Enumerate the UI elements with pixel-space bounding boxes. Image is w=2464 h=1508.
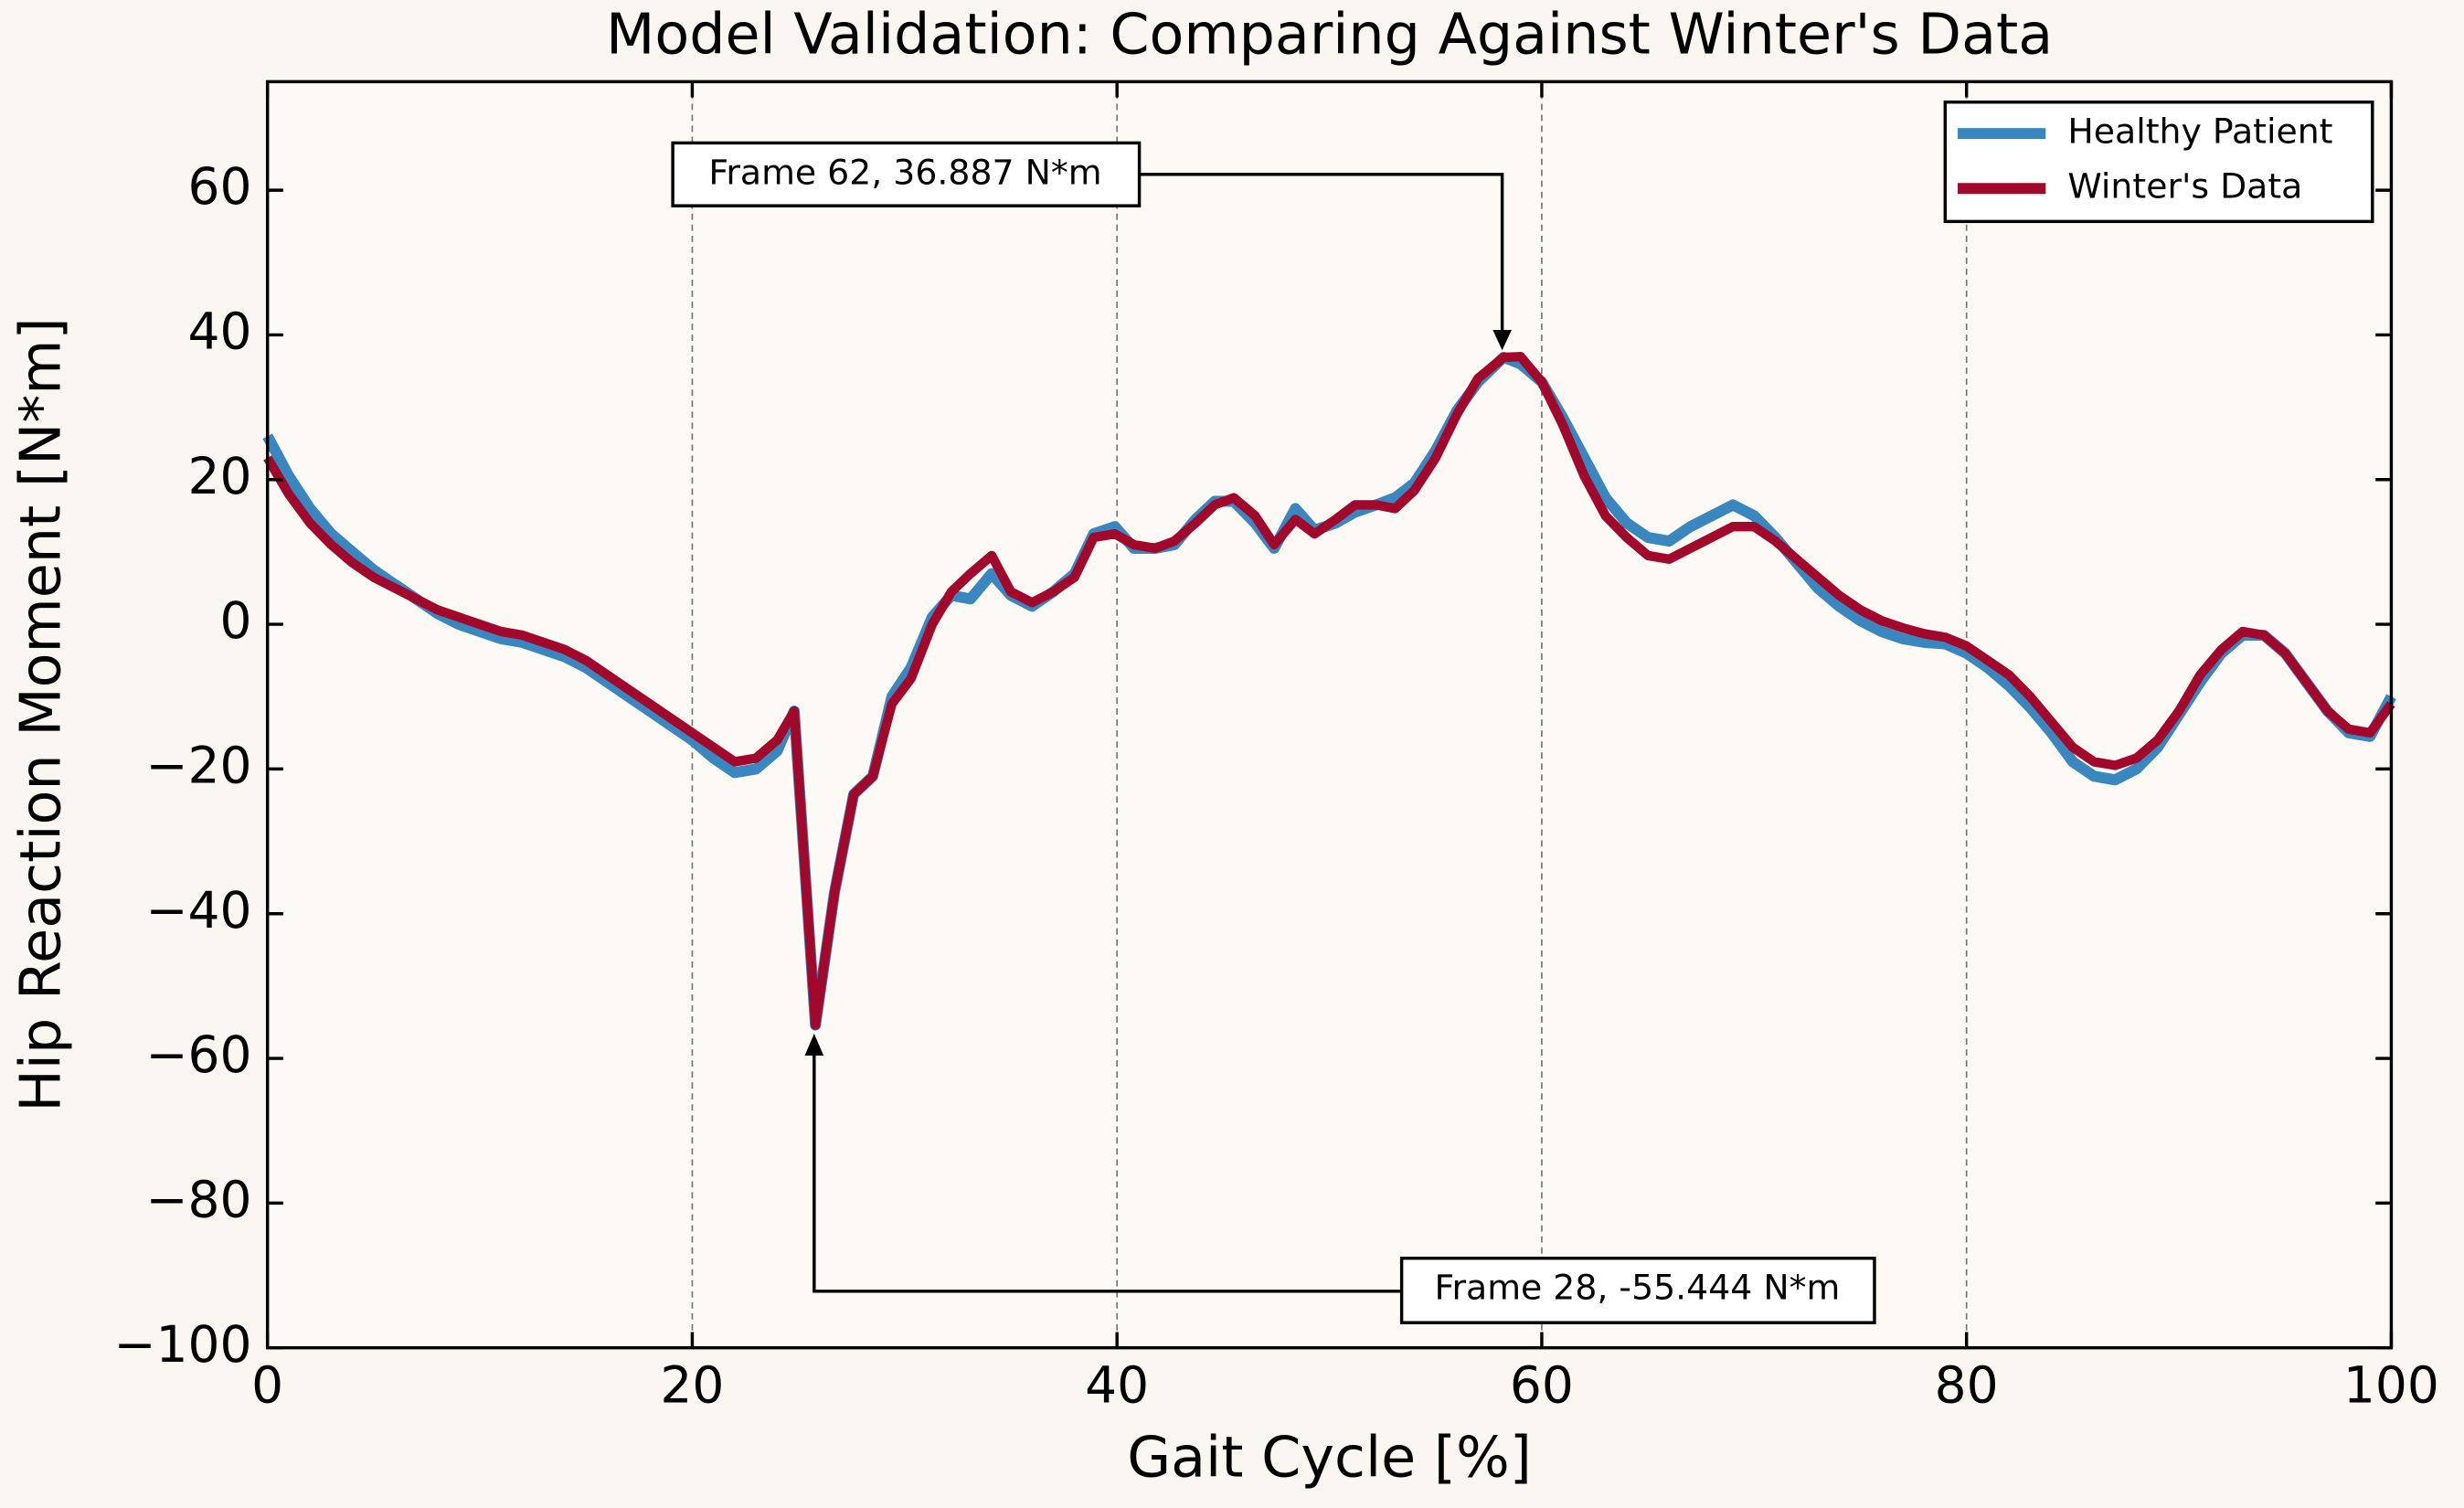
y-tick-label: 40: [187, 303, 251, 361]
plot-frame: [265, 80, 2394, 1350]
plot-area: [267, 81, 2392, 1348]
annotation-arrowhead: [804, 1033, 824, 1056]
x-tick-label: 80: [1935, 1356, 1999, 1415]
y-tick-label: −20: [145, 737, 251, 795]
x-tick-label: 20: [660, 1356, 724, 1415]
y-tick-label: −60: [145, 1025, 251, 1084]
x-tick-label: 100: [2343, 1356, 2439, 1415]
annotation-arrowhead: [1492, 329, 1512, 351]
lines: [262, 351, 2396, 1031]
grid: [691, 81, 1968, 1348]
legend-label: Winter's Data: [2067, 166, 2302, 207]
annotation-box: [671, 141, 1142, 207]
annotation-text: Frame 28, -55.444 N*m: [1435, 1268, 1841, 1308]
y-tick-label: −40: [145, 881, 251, 940]
y-tick-label: 0: [219, 591, 251, 650]
legend-box: [1943, 101, 2374, 224]
legend: Healthy Patient Winter's Data: [1943, 101, 2374, 224]
x-axis-label: Gait Cycle [%]: [1127, 1425, 1532, 1491]
legend-label: Healthy Patient: [2067, 112, 2332, 152]
y-tick-label: −80: [145, 1171, 251, 1229]
annotation-arrow: [812, 1052, 1402, 1293]
data-line: [263, 352, 2395, 1030]
ticks: 0 20 40 60 80 100 −100 −80 −60 −40 −20 0 20 40 60: [113, 81, 2439, 1415]
chart-title: Model Validation: Comparing Against Wint…: [606, 1, 2053, 67]
y-axis-label: Hip Reaction Moment [N*m]: [8, 317, 74, 1111]
x-tick-label: 60: [1510, 1356, 1574, 1415]
annotation: Frame 62, 36.887 N*m: [671, 141, 1512, 351]
y-tick-label: 60: [187, 157, 251, 216]
y-tick-label: 20: [187, 447, 251, 505]
annotation-box: [1399, 1257, 1876, 1324]
y-tick-label: −100: [113, 1315, 251, 1374]
x-tick-label: 40: [1085, 1356, 1149, 1415]
annotation-text: Frame 62, 36.887 N*m: [708, 152, 1101, 192]
annotation-arrow: [1139, 173, 1504, 334]
x-tick-label: 0: [251, 1356, 283, 1415]
annotation: Frame 28, -55.444 N*m: [804, 1033, 1876, 1324]
